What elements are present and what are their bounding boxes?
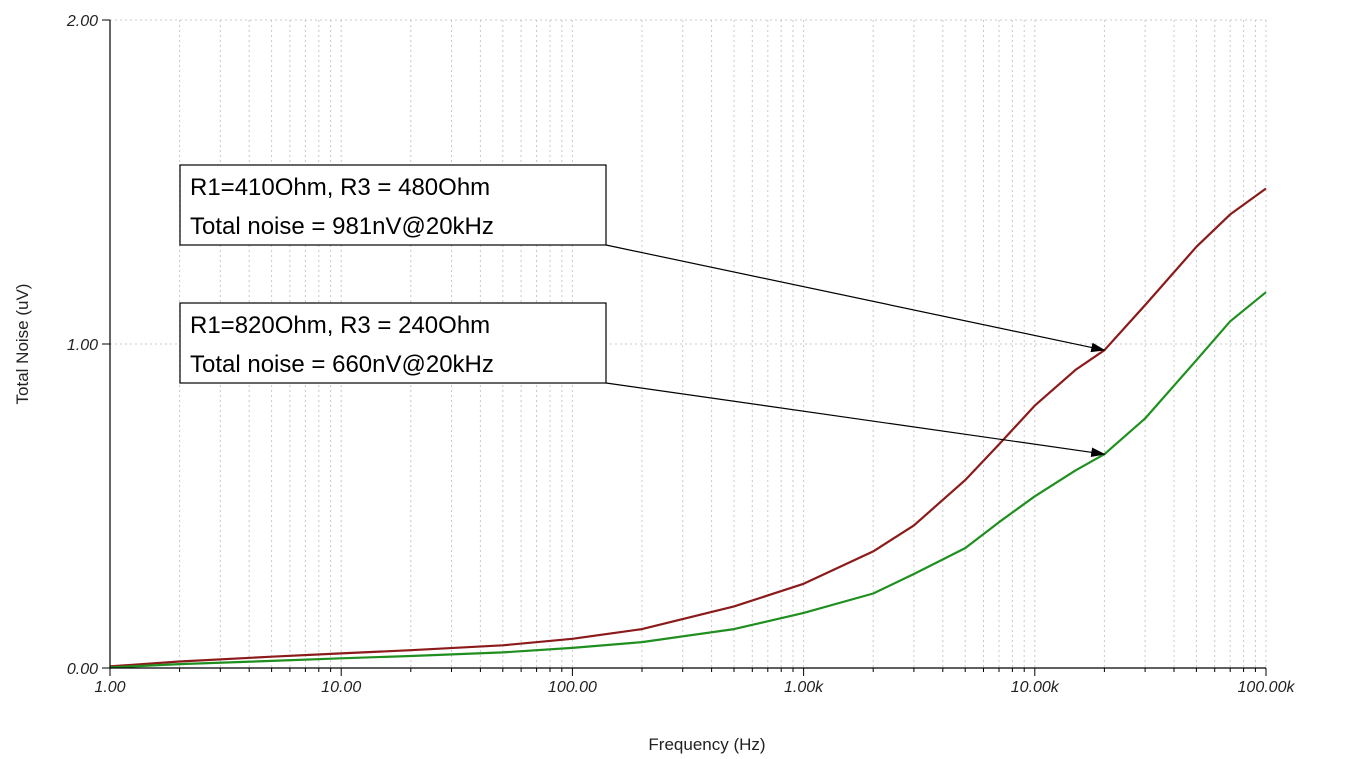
y-tick-label: 0.00 (67, 661, 98, 678)
x-axis-label: Frequency (Hz) (648, 735, 765, 754)
x-tick-label: 1.00k (784, 679, 824, 696)
annotation-1-box (179, 164, 607, 246)
annotation-2-line1: R1=820Ohm, R3 = 240Ohm (190, 312, 490, 339)
x-tick-label: 10.00k (1011, 679, 1060, 696)
x-tick-label: 100.00k (1238, 679, 1296, 696)
x-tick-label: 100.00 (548, 679, 597, 696)
annotation-2-arrow (605, 382, 1106, 458)
annotation-1-line1: R1=410Ohm, R3 = 480Ohm (190, 174, 490, 201)
x-tick-label: 1.00 (94, 679, 125, 696)
series-group (109, 187, 1267, 669)
annotation-2-line2: Total noise = 660nV@20kHz (190, 351, 494, 378)
x-tick-label: 10.00 (321, 679, 361, 696)
y-tick-label: 2.00 (66, 13, 98, 30)
y-ticks: 0.00 1.00 2.00 (66, 13, 110, 678)
series-line-1 (109, 187, 1267, 668)
x-ticks: 1.00 10.00 100.00 1.00k 10.00k 100.00k (94, 668, 1295, 696)
annotation-1-line2: Total noise = 981nV@20kHz (190, 213, 494, 240)
series-line-2 (109, 291, 1267, 669)
y-axis-label: Total Noise (uV) (13, 284, 32, 405)
y-tick-label: 1.00 (67, 337, 98, 354)
annotations: R1=410Ohm, R3 = 480Ohm Total noise = 981… (179, 164, 1106, 458)
annotation-1-arrow (605, 244, 1106, 353)
annotation-2-box (179, 302, 607, 384)
annotation-1: R1=410Ohm, R3 = 480Ohm Total noise = 981… (179, 164, 1106, 353)
annotation-2: R1=820Ohm, R3 = 240Ohm Total noise = 660… (179, 302, 1106, 458)
grid (110, 19, 1267, 668)
